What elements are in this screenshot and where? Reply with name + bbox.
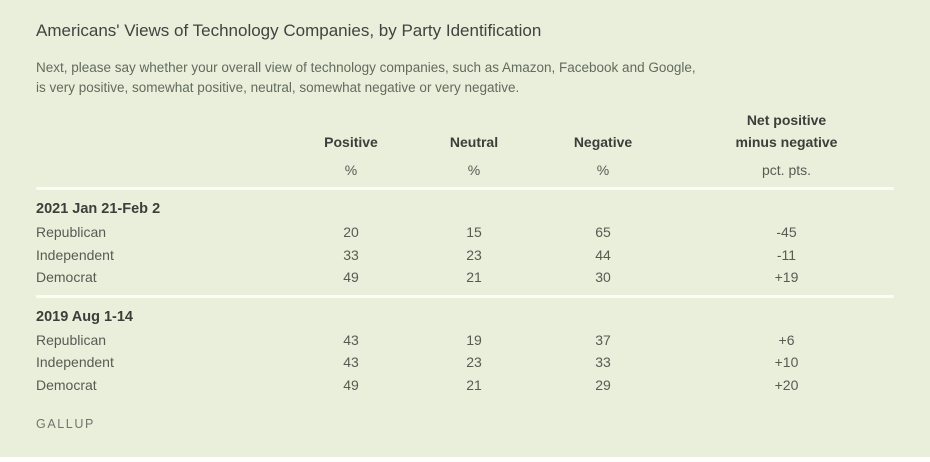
column-header-positive: Positive	[324, 134, 378, 150]
value-positive: 33	[343, 246, 359, 263]
column-header-negative: Negative	[573, 134, 633, 150]
value-positive: 49	[343, 269, 359, 285]
table-row: Independent 43 23 33 +10	[36, 351, 894, 374]
row-label: Democrat	[36, 376, 97, 393]
column-header-net-line2: minus negative	[735, 134, 838, 150]
column-header-neutral: Neutral	[449, 134, 499, 150]
value-neutral: 23	[466, 246, 482, 263]
table-divider	[36, 294, 894, 298]
row-label: Republican	[36, 331, 107, 348]
value-negative: 33	[595, 354, 611, 370]
row-label: Democrat	[36, 269, 97, 285]
column-header-net-line1: Net positive	[746, 112, 827, 128]
value-negative: 37	[595, 331, 611, 348]
survey-question-line-2: is very positive, somewhat positive, neu…	[36, 80, 520, 95]
value-net: +10	[774, 354, 799, 370]
section-header-2021: 2021 Jan 21-Feb 2	[36, 201, 161, 217]
survey-question-line-1: Next, please say whether your overall vi…	[36, 60, 696, 75]
unit-percent-positive: %	[344, 162, 358, 178]
value-positive: 20	[343, 224, 359, 240]
value-negative: 44	[595, 246, 611, 263]
value-net: +20	[774, 376, 799, 393]
value-neutral: 21	[466, 376, 482, 393]
table-divider	[36, 187, 894, 190]
gallup-logo: GALLUP	[36, 417, 95, 431]
row-label: Independent	[36, 246, 114, 263]
table-row: Democrat 49 21 29 +20	[36, 374, 894, 397]
unit-pct-pts: pct. pts.	[761, 162, 812, 178]
table-units-row: % % % pct. pts.	[36, 160, 894, 181]
unit-percent-negative: %	[596, 162, 610, 178]
table-row: Republican 20 15 65 -45	[36, 221, 894, 244]
value-negative: 29	[595, 376, 611, 393]
value-net: -11	[776, 246, 797, 263]
table-row: Independent 33 23 44 -11	[36, 244, 894, 267]
value-neutral: 21	[466, 269, 482, 285]
page-title: Americans' Views of Technology Companies…	[36, 21, 542, 40]
value-net: -45	[776, 224, 797, 240]
table-header-row-1: Net positive	[36, 110, 894, 131]
table-row: Democrat 49 21 30 +19	[36, 266, 894, 289]
value-neutral: 23	[466, 354, 482, 370]
value-negative: 65	[595, 224, 611, 240]
table-row: Republican 43 19 37 +6	[36, 329, 894, 352]
table-header-row-2: Positive Neutral Negative minus negative	[36, 131, 894, 153]
value-negative: 30	[595, 269, 611, 285]
unit-percent-neutral: %	[467, 162, 481, 178]
value-neutral: 19	[466, 331, 482, 348]
survey-question-text: Next, please say whether your overall vi…	[36, 58, 894, 98]
value-positive: 49	[343, 376, 359, 393]
row-label: Independent	[36, 354, 114, 370]
value-neutral: 15	[466, 224, 482, 240]
row-label: Republican	[36, 224, 107, 240]
value-positive: 43	[343, 354, 359, 370]
section-header-2019: 2019 Aug 1-14	[36, 308, 133, 325]
value-net: +6	[778, 331, 795, 348]
value-positive: 43	[343, 331, 359, 348]
value-net: +19	[774, 269, 799, 285]
